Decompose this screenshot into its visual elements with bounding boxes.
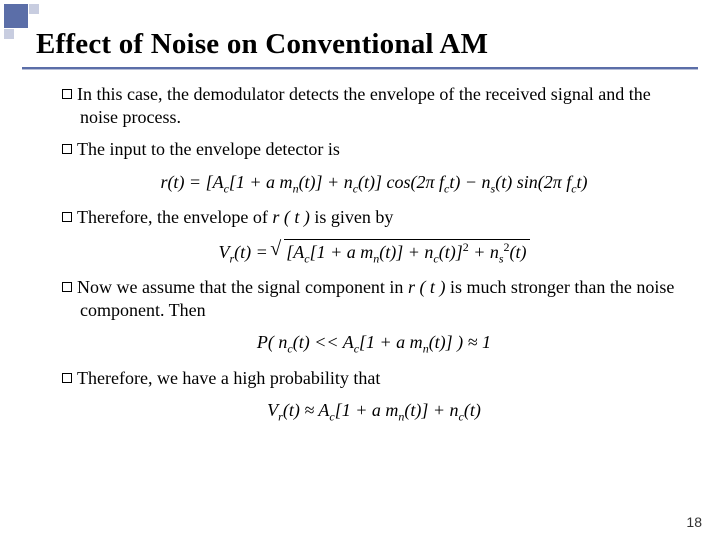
bullet-3-text-b: r ( t ) — [272, 207, 310, 227]
eq3-seg: (t) << A — [293, 332, 354, 352]
equation-4: Vr(t) ≈ Ac[1 + a mn(t)] + nc(t) — [62, 399, 686, 425]
bullet-box-icon — [62, 282, 72, 292]
eq4-seg: [1 + a m — [335, 400, 399, 420]
equation-2: Vr(t) = [Ac[1 + a mn(t)] + nc(t)]2 + ns2… — [62, 239, 686, 267]
decoration-square-main — [4, 4, 28, 28]
sqrt-icon: [Ac[1 + a mn(t)] + nc(t)]2 + ns2(t) — [272, 239, 529, 267]
bullet-box-icon — [62, 373, 72, 383]
bullet-1-text: In this case, the demodulator detects th… — [77, 84, 651, 127]
bullet-5-text: Therefore, we have a high probability th… — [77, 368, 380, 388]
eq3-seg: [1 + a m — [359, 332, 423, 352]
eq4-seg: (t)] + n — [404, 400, 458, 420]
slide-title: Effect of Noise on Conventional AM — [0, 0, 720, 61]
decoration-square-small-2 — [29, 4, 39, 14]
eq3-seg: (t)] ) ≈ 1 — [429, 332, 491, 352]
eq2-seg: [A — [286, 242, 304, 262]
eq4-seg: V — [267, 400, 278, 420]
eq1-seg: (t) sin(2π f — [495, 172, 571, 192]
sqrt-body: [Ac[1 + a mn(t)] + nc(t)]2 + ns2(t) — [284, 239, 529, 267]
bullet-1: In this case, the demodulator detects th… — [62, 83, 686, 128]
eq2-seg: + n — [469, 242, 499, 262]
eq2-seg: [1 + a m — [310, 242, 374, 262]
equation-3: P( nc(t) << Ac[1 + a mn(t)] ) ≈ 1 — [62, 331, 686, 357]
bullet-2-text: The input to the envelope detector is — [77, 139, 340, 159]
eq2-seg: (t)] — [439, 242, 463, 262]
bullet-3-text-c: is given by — [310, 207, 394, 227]
bullet-box-icon — [62, 144, 72, 154]
bullet-5: Therefore, we have a high probability th… — [62, 367, 686, 390]
bullet-4: Now we assume that the signal component … — [62, 276, 686, 321]
eq2-seg: (t) — [510, 242, 527, 262]
bullet-box-icon — [62, 212, 72, 222]
equation-1: r(t) = [Ac[1 + a mn(t)] + nc(t)] cos(2π … — [62, 171, 686, 197]
eq2-seg: (t)] + n — [379, 242, 433, 262]
eq1-seg: t) — [577, 172, 588, 192]
bullet-2: The input to the envelope detector is — [62, 138, 686, 161]
page-number: 18 — [686, 514, 702, 530]
eq4-seg: (t) — [464, 400, 481, 420]
eq3-seg: P( n — [257, 332, 288, 352]
bullet-4-text-a: Now we assume that the signal component … — [77, 277, 408, 297]
decoration-square-small-1 — [4, 29, 14, 39]
bullet-3: Therefore, the envelope of r ( t ) is gi… — [62, 206, 686, 229]
bullet-box-icon — [62, 89, 72, 99]
eq1-seg: (t)] + n — [299, 172, 353, 192]
eq1-seg: [1 + a m — [229, 172, 293, 192]
eq1-seg: t) − n — [449, 172, 490, 192]
slide-content: In this case, the demodulator detects th… — [0, 69, 720, 425]
eq4-seg: (t) ≈ A — [283, 400, 330, 420]
bullet-4-text-b: r ( t ) — [408, 277, 446, 297]
eq1-seg: (t)] cos(2π f — [358, 172, 444, 192]
bullet-3-text-a: Therefore, the envelope of — [77, 207, 272, 227]
eq2-seg: V — [218, 242, 229, 262]
eq2-seg: (t) = — [234, 242, 272, 262]
eq1-seg: r(t) = [A — [160, 172, 223, 192]
corner-decoration — [0, 0, 48, 48]
